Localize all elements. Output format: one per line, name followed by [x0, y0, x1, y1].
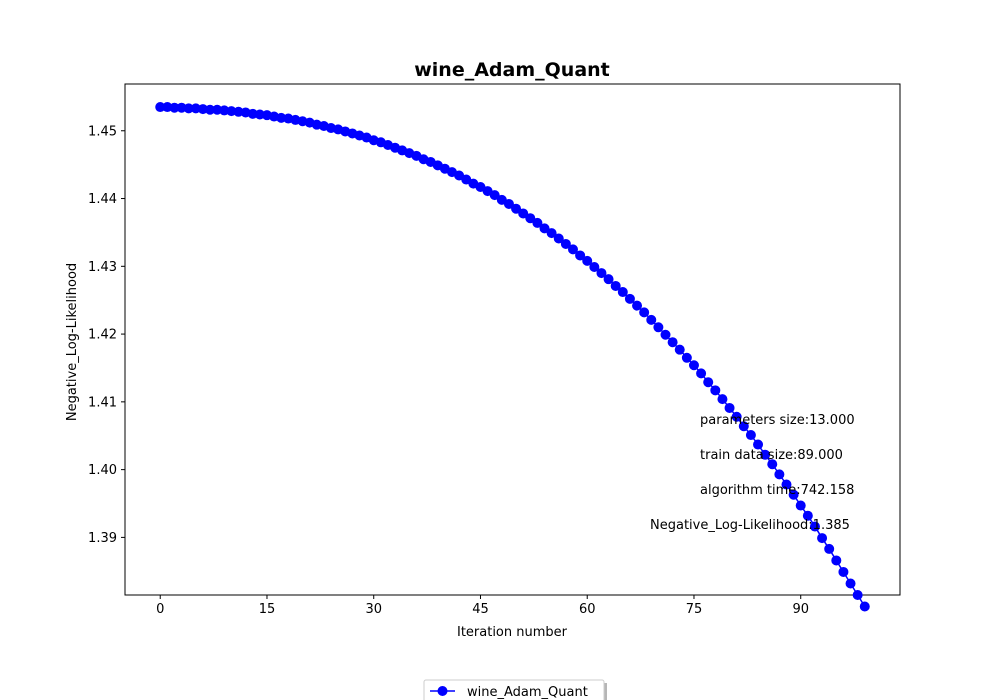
x-tick-label: 90	[792, 602, 809, 617]
axes-frame	[124, 83, 901, 596]
annotations: parameters size:13.000 train data size:89…	[650, 413, 855, 533]
data-point	[753, 439, 764, 450]
y-tick-label: 1.41	[88, 395, 117, 410]
x-tick-label: 15	[259, 602, 276, 617]
annotation-text: parameters size:13.000	[700, 413, 855, 428]
data-point	[831, 555, 842, 566]
data-point	[681, 352, 692, 363]
data-point	[738, 421, 749, 432]
data-point	[596, 268, 607, 279]
data-point	[781, 479, 792, 490]
data-point	[567, 244, 578, 255]
data-point	[767, 459, 778, 470]
data-point	[788, 489, 799, 500]
data-point	[795, 500, 806, 511]
data-point	[852, 590, 863, 600]
data-point	[717, 394, 728, 405]
x-tick-label: 0	[156, 602, 164, 617]
data-point	[632, 300, 643, 311]
y-tick-label: 1.43	[88, 260, 117, 275]
data-point	[503, 198, 514, 209]
y-tick-label: 1.40	[88, 463, 117, 478]
data-point	[667, 337, 678, 348]
x-tick-label: 75	[686, 602, 703, 617]
y-tick-label: 1.42	[88, 328, 117, 343]
data-point	[809, 521, 820, 532]
data-point	[575, 250, 586, 261]
data-point	[745, 430, 756, 441]
data-point	[838, 566, 849, 577]
legend-box	[423, 679, 605, 700]
data-point	[646, 314, 657, 325]
data-point	[582, 255, 593, 266]
data-point	[724, 402, 735, 413]
data-point	[610, 280, 621, 291]
data-point	[859, 601, 870, 612]
legend-marker	[437, 686, 448, 696]
data-point	[653, 322, 664, 333]
legend: wine_Adam_Quant	[423, 679, 607, 700]
data-point	[731, 411, 742, 422]
data-point	[539, 223, 550, 234]
data-point	[688, 360, 699, 371]
x-tick-label: 30	[365, 602, 382, 617]
plot-area: 0 15 30 45 60 75 90 1.39 1.40 1.41 1.42 1.43 1.44 1.4…	[88, 83, 901, 617]
data-point	[710, 385, 721, 396]
data-point	[802, 510, 813, 521]
data-point	[696, 368, 707, 379]
annotation-text: train data size:89.000	[700, 448, 843, 463]
x-axis-label: Iteration number	[457, 625, 568, 640]
data-point	[532, 217, 543, 228]
y-tick-label: 1.39	[88, 531, 117, 546]
x-tick-label: 45	[472, 602, 489, 617]
data-point	[774, 469, 785, 480]
data-point	[674, 344, 685, 355]
data-point	[511, 203, 522, 214]
data-point	[525, 213, 536, 224]
data-point	[589, 261, 600, 272]
data-point	[639, 307, 650, 318]
chart-title: wine_Adam_Quant	[414, 59, 610, 81]
data-point	[817, 533, 828, 544]
y-axis-label: Negative_Log-Likelihood	[65, 263, 80, 421]
data-point	[824, 543, 835, 554]
data-point	[518, 208, 529, 219]
data-point	[560, 238, 571, 249]
x-tick-label: 60	[579, 602, 596, 617]
y-tick-label: 1.44	[88, 192, 117, 207]
data-point	[603, 274, 614, 285]
data-point	[703, 377, 714, 388]
data-point	[760, 449, 771, 460]
data-point	[553, 233, 564, 244]
data-point	[617, 287, 628, 298]
legend-label: wine_Adam_Quant	[467, 685, 588, 700]
annotation-text: algorithm time:742.158	[700, 483, 854, 498]
data-point	[624, 293, 635, 304]
annotation-text: Negative_Log-Likelihood:1.385	[650, 518, 850, 533]
data-point	[845, 578, 856, 589]
data-point	[489, 190, 500, 201]
y-tick-label: 1.45	[88, 124, 117, 139]
data-point	[546, 228, 557, 239]
data-point	[660, 329, 671, 340]
